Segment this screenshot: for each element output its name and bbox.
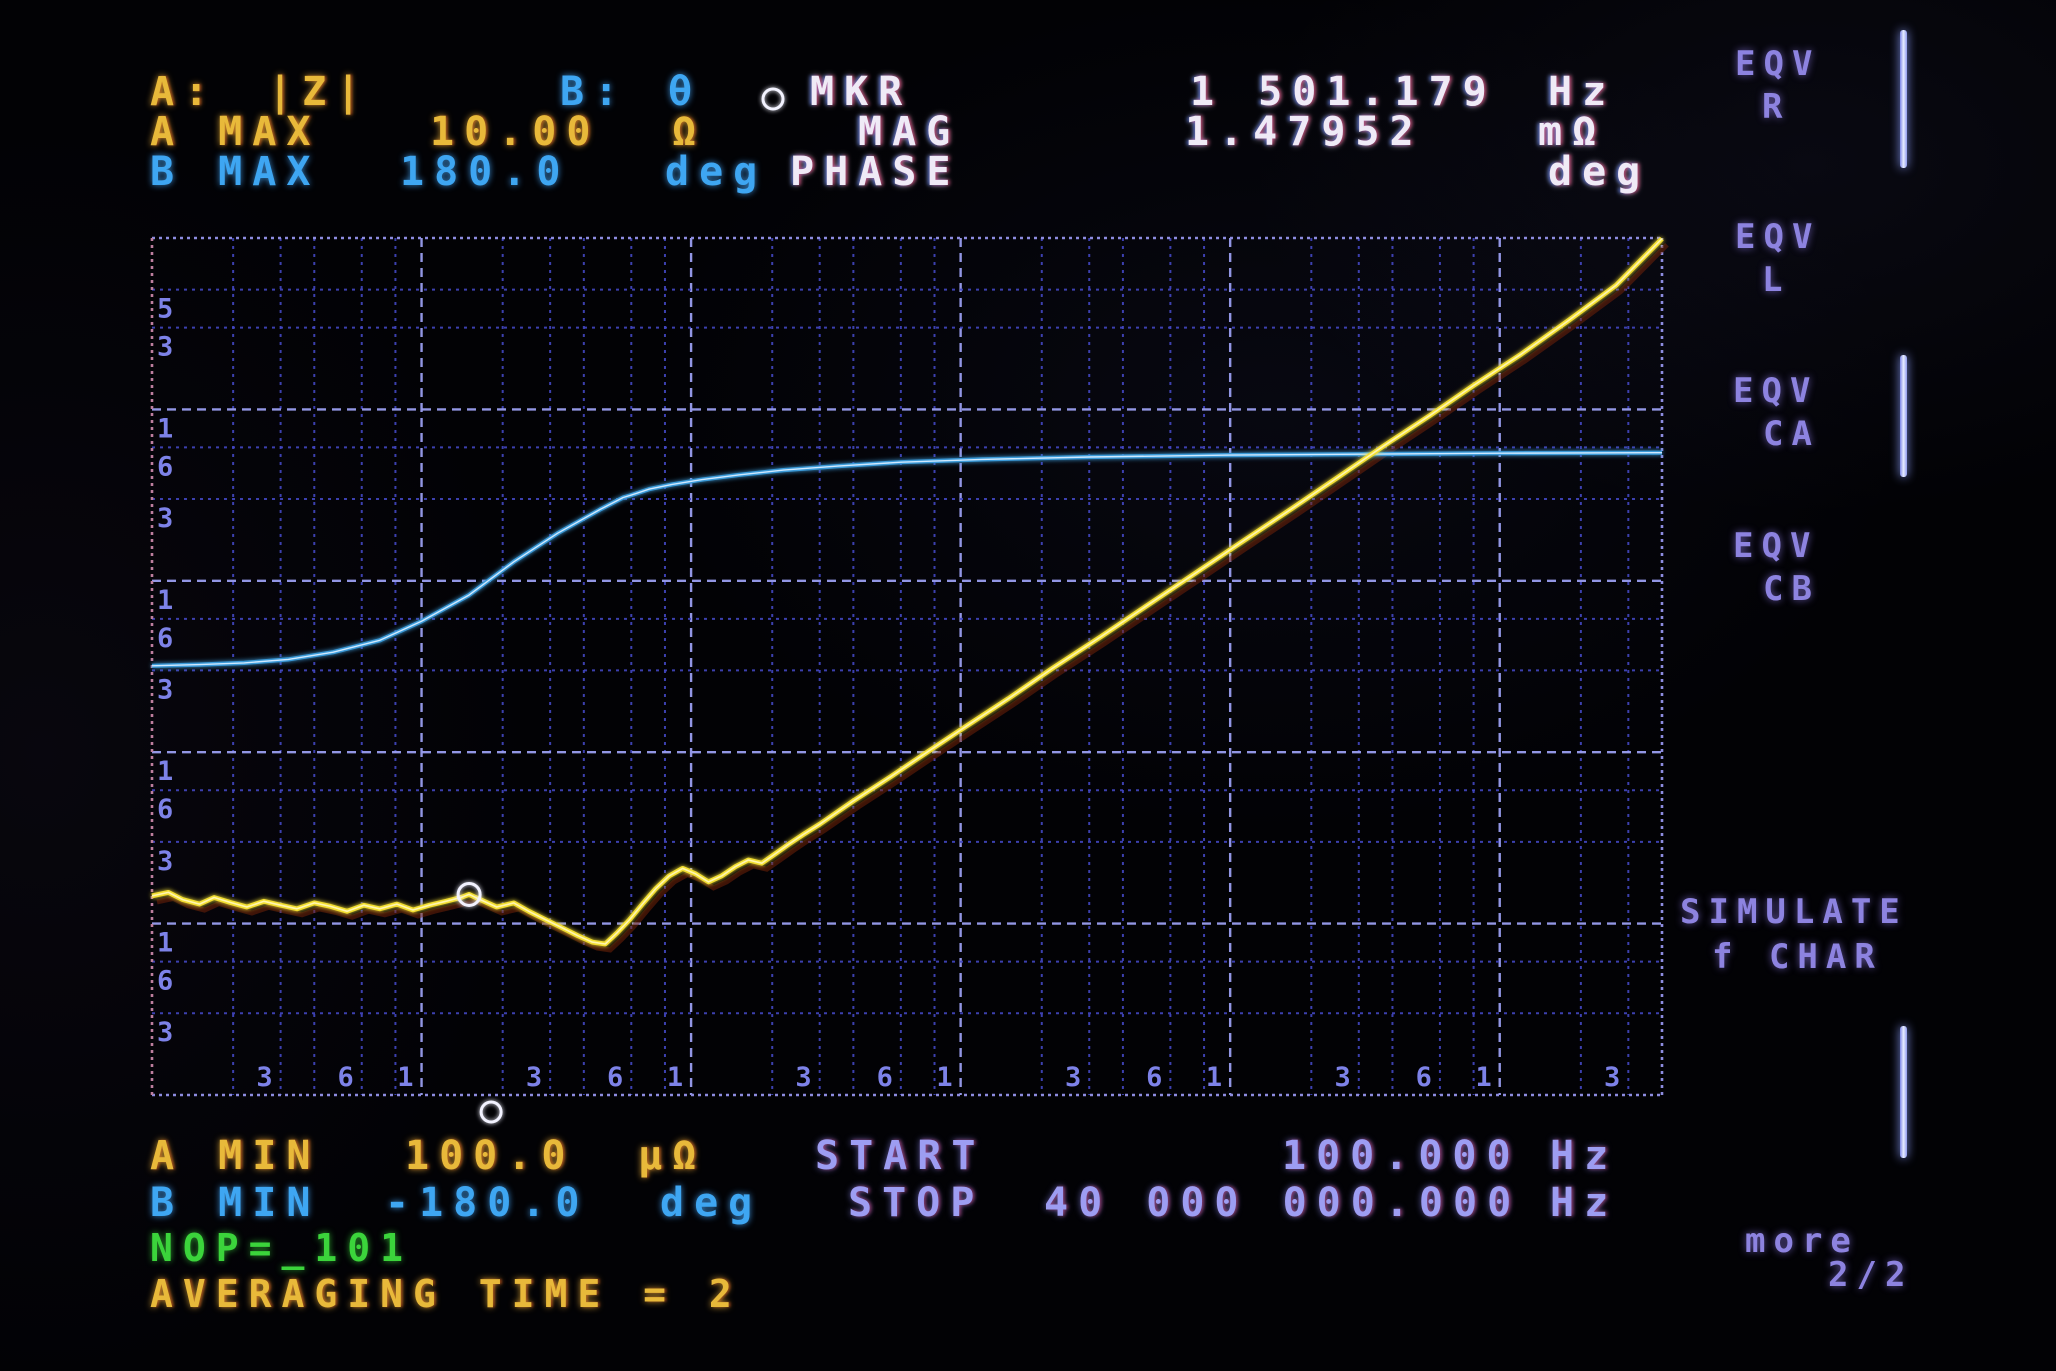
- softkey-label: EQV: [1733, 371, 1819, 411]
- nop-status: NOP=_101: [150, 1226, 414, 1270]
- svg-text:6: 6: [1416, 1062, 1432, 1093]
- b-min-value: -180.0: [385, 1180, 590, 1226]
- svg-text:1: 1: [1206, 1062, 1222, 1093]
- marker-phase-unit: deg: [1548, 149, 1651, 195]
- softkey-label: R: [1762, 87, 1791, 127]
- svg-text:6: 6: [157, 623, 173, 654]
- a-max-unit: Ω: [672, 109, 707, 155]
- softkey-label: EQV: [1735, 217, 1821, 257]
- svg-text:1: 1: [157, 413, 173, 444]
- a-max-value: 10.00: [430, 109, 601, 155]
- svg-text:3: 3: [1604, 1062, 1620, 1093]
- averaging-status: AVERAGING TIME = 2: [150, 1272, 742, 1316]
- svg-text:5: 5: [157, 294, 173, 325]
- svg-text:6: 6: [607, 1062, 623, 1093]
- start-unit: Hz: [1550, 1133, 1619, 1179]
- softkey-label: CA: [1763, 414, 1820, 454]
- svg-text:1: 1: [1475, 1062, 1491, 1093]
- softkey-label: EQV: [1733, 526, 1819, 566]
- softkey-label: more: [1745, 1221, 1859, 1261]
- softkey-label: CB: [1763, 569, 1820, 609]
- marker-frequency: 1 501.179: [1190, 69, 1497, 115]
- a-min-unit: µΩ: [638, 1133, 707, 1179]
- start-label: START: [815, 1133, 986, 1179]
- stop-value: 40 000 000.000: [1044, 1180, 1522, 1226]
- stop-label: STOP: [848, 1180, 985, 1226]
- b-max-value: 180.0: [400, 149, 571, 195]
- svg-text:1: 1: [157, 928, 173, 959]
- start-value: 100.000: [1282, 1133, 1521, 1179]
- marker-mag-label: MAG: [858, 109, 961, 155]
- svg-text:6: 6: [157, 794, 173, 825]
- svg-text:3: 3: [1065, 1062, 1081, 1093]
- trace-a-function: |Z|: [268, 69, 371, 115]
- svg-text:1: 1: [157, 585, 173, 616]
- b-min-unit: deg: [660, 1180, 763, 1226]
- svg-text:3: 3: [795, 1062, 811, 1093]
- svg-text:3: 3: [256, 1062, 272, 1093]
- trace-b-function: θ: [668, 69, 703, 115]
- a-min-label: A MIN: [150, 1133, 321, 1179]
- svg-text:3: 3: [157, 846, 173, 877]
- softkey-label: SIMULATE: [1680, 892, 1908, 932]
- a-max-label: A MAX: [150, 109, 321, 155]
- b-max-unit: deg: [665, 149, 768, 195]
- svg-text:6: 6: [157, 966, 173, 997]
- svg-text:1: 1: [667, 1062, 683, 1093]
- marker-label: MKR: [810, 69, 913, 115]
- softkey-label: EQV: [1735, 44, 1821, 84]
- svg-text:3: 3: [1335, 1062, 1351, 1093]
- trace-b-label: B:: [560, 69, 629, 115]
- svg-text:6: 6: [157, 451, 173, 482]
- svg-text:1: 1: [397, 1062, 413, 1093]
- svg-text:1: 1: [936, 1062, 952, 1093]
- svg-text:3: 3: [157, 674, 173, 705]
- marker-frequency-unit: Hz: [1548, 69, 1617, 115]
- svg-text:1: 1: [157, 756, 173, 787]
- marker-phase-label: PHASE: [790, 149, 961, 195]
- svg-text:6: 6: [337, 1062, 353, 1093]
- a-min-value: 100.0: [405, 1133, 576, 1179]
- svg-text:6: 6: [1146, 1062, 1162, 1093]
- svg-text:3: 3: [157, 1017, 173, 1048]
- softkey-label: 2/2: [1828, 1255, 1914, 1295]
- svg-text:6: 6: [877, 1062, 893, 1093]
- stop-unit: Hz: [1550, 1180, 1619, 1226]
- softkey-label: L: [1762, 260, 1791, 300]
- b-min-label: B MIN: [150, 1180, 321, 1226]
- softkey-scrollbar-segment: [1900, 1026, 1907, 1158]
- svg-text:3: 3: [157, 332, 173, 363]
- trace-a-label: A:: [150, 69, 219, 115]
- marker-mag-unit: mΩ: [1538, 109, 1607, 155]
- softkey-scrollbar-segment: [1900, 355, 1907, 477]
- softkey-label: f CHAR: [1712, 937, 1883, 977]
- softkey-scrollbar-segment: [1900, 30, 1907, 168]
- marker-mag-value: 1.47952: [1185, 109, 1424, 155]
- svg-text:3: 3: [157, 503, 173, 534]
- svg-text:3: 3: [526, 1062, 542, 1093]
- b-max-label: B MAX: [150, 149, 321, 195]
